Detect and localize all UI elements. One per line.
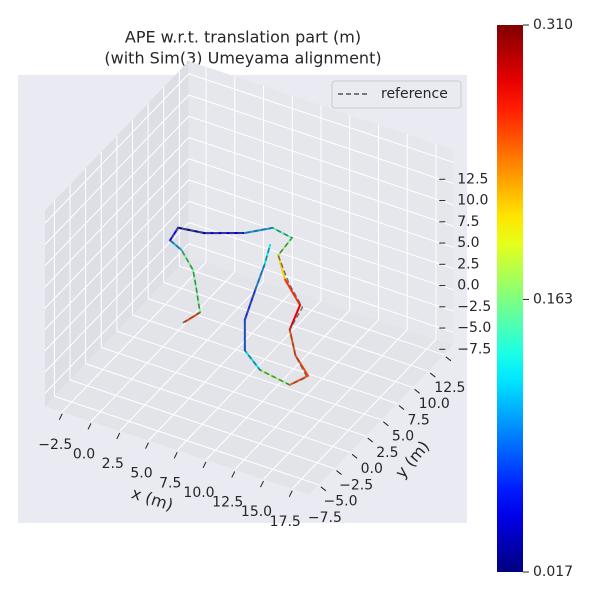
grid-line bbox=[147, 298, 413, 388]
x-tick-label: −2.5 bbox=[38, 437, 72, 453]
grid-line bbox=[44, 115, 190, 267]
z-tick-label: 10.0 bbox=[457, 193, 488, 209]
y-tick-label: −7.5 bbox=[308, 510, 342, 526]
grid-line bbox=[44, 158, 190, 309]
grid-line bbox=[44, 73, 190, 224]
trajectory-segment bbox=[254, 264, 266, 292]
grid-line bbox=[163, 282, 429, 372]
x-tick-label: 15.0 bbox=[241, 504, 272, 520]
reference-line bbox=[169, 226, 308, 386]
grid-line bbox=[54, 395, 320, 486]
grid-line bbox=[44, 137, 190, 288]
x-tick bbox=[145, 442, 149, 449]
y-tick-label: 0.0 bbox=[361, 461, 383, 477]
grid-line bbox=[188, 200, 454, 291]
grid-line bbox=[116, 330, 382, 421]
z-tick-label: −5.0 bbox=[457, 320, 491, 336]
trajectory-segment bbox=[288, 374, 310, 386]
z-tick-label: −7.5 bbox=[457, 341, 491, 357]
z-tick-label: 2.5 bbox=[457, 256, 479, 272]
y-tick-label: 2.5 bbox=[376, 445, 398, 461]
trajectory-segment bbox=[195, 288, 201, 314]
grid-line bbox=[179, 265, 445, 356]
x-tick bbox=[116, 432, 121, 440]
trajectory-segment bbox=[284, 278, 302, 307]
y-tick bbox=[429, 372, 436, 378]
y-tick bbox=[367, 437, 374, 443]
y-tick bbox=[320, 486, 327, 492]
grid-line bbox=[188, 94, 454, 185]
y-tick-label: −5.0 bbox=[324, 494, 358, 510]
grid-line bbox=[188, 115, 454, 206]
trajectory-segment bbox=[288, 304, 302, 331]
z-tick-label: 7.5 bbox=[457, 214, 479, 230]
x-tick-label: 2.5 bbox=[102, 456, 124, 472]
grid-line bbox=[188, 137, 454, 227]
grid-line bbox=[44, 94, 190, 245]
y-tick bbox=[383, 421, 389, 427]
z-tick-label: 0.0 bbox=[457, 278, 479, 294]
legend: reference bbox=[331, 80, 462, 109]
x-tick bbox=[87, 423, 92, 430]
grid-line bbox=[44, 179, 190, 330]
z-tick-label: 12.5 bbox=[457, 171, 488, 187]
grid-line bbox=[85, 363, 351, 453]
grid-line bbox=[132, 314, 398, 405]
grid-line bbox=[44, 243, 190, 394]
colorbar-tick-label: 0.310 bbox=[533, 17, 573, 33]
y-tick-label: 12.5 bbox=[434, 380, 465, 396]
x-tick bbox=[231, 471, 236, 478]
y-tick bbox=[414, 388, 420, 394]
trajectory-segment bbox=[271, 226, 293, 239]
x-tick-label: 17.5 bbox=[270, 514, 301, 530]
grid-line bbox=[44, 222, 190, 373]
y-tick-label: −2.5 bbox=[339, 477, 373, 493]
y-tick bbox=[398, 405, 405, 410]
y-tick-label: 5.0 bbox=[392, 429, 414, 445]
plot: −2.50.02.55.07.510.012.515.017.5 −7.5−5.0… bbox=[38, 171, 491, 529]
x-tick bbox=[288, 490, 293, 497]
y-tick bbox=[445, 356, 452, 362]
trajectory-segment bbox=[243, 349, 261, 371]
x-tick bbox=[58, 413, 63, 420]
panes bbox=[44, 61, 454, 495]
x-tick-label: 12.5 bbox=[212, 495, 243, 511]
legend-label: reference bbox=[381, 86, 448, 102]
y-tick bbox=[351, 453, 358, 459]
grid-line bbox=[44, 200, 190, 352]
z-tick-label: −2.5 bbox=[457, 299, 491, 315]
x-tick bbox=[173, 452, 178, 459]
grid-line bbox=[188, 222, 454, 312]
colorbar bbox=[497, 25, 523, 572]
x-tick-label: 10.0 bbox=[183, 485, 214, 501]
colorbar-tick-label: 0.163 bbox=[533, 291, 573, 307]
grid-line bbox=[188, 73, 454, 163]
x-tick-label: 0.0 bbox=[73, 446, 95, 462]
grid-line bbox=[188, 158, 454, 248]
legend-box bbox=[331, 80, 462, 109]
y-tick-label: 7.5 bbox=[407, 412, 429, 428]
grid-line bbox=[188, 243, 454, 333]
y-tick bbox=[336, 470, 342, 475]
chart-title: (with Sim(3) Umeyama alignment) bbox=[104, 49, 381, 68]
grid-line bbox=[188, 179, 454, 270]
x-tick-label: 7.5 bbox=[159, 475, 181, 491]
y-tick-label: 10.0 bbox=[419, 396, 450, 412]
z-tick-label: 5.0 bbox=[457, 235, 479, 251]
x-tick bbox=[260, 480, 264, 488]
grid-line bbox=[69, 379, 335, 470]
grid-line bbox=[101, 347, 366, 437]
x-tick-label: 5.0 bbox=[130, 466, 152, 482]
chart-title: APE w.r.t. translation part (m) bbox=[125, 28, 361, 47]
x-tick bbox=[202, 461, 207, 469]
colorbar-tick-label: 0.017 bbox=[533, 564, 573, 580]
